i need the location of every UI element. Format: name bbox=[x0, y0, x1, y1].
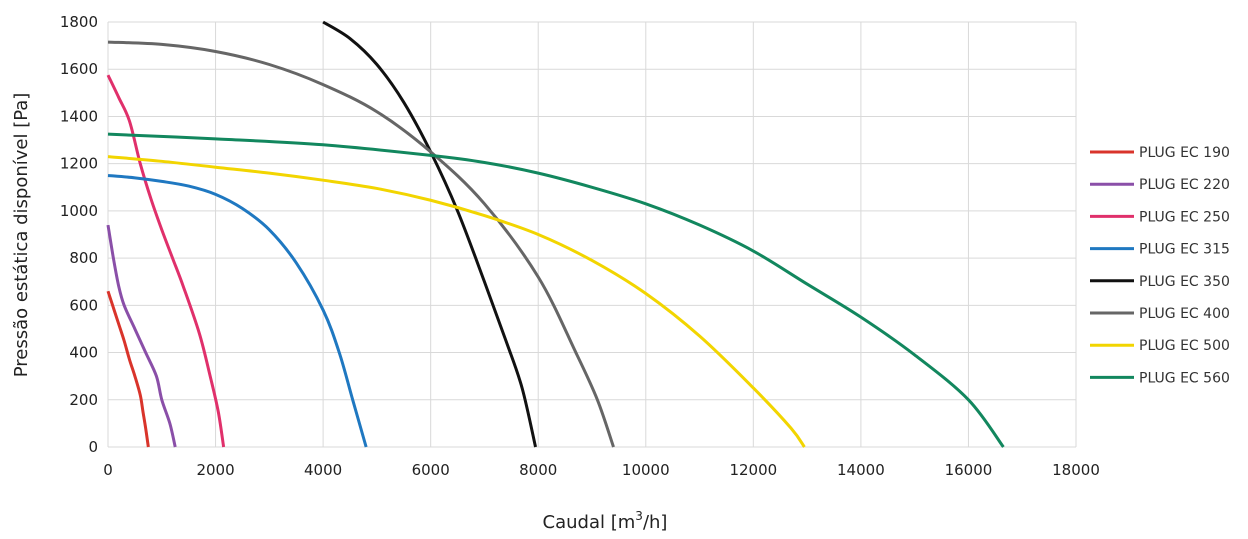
series-line-plug-ec-500 bbox=[107, 155, 806, 448]
x-tick-label: 14000 bbox=[837, 461, 885, 479]
legend: PLUG EC 190 PLUG EC 220 PLUG EC 250 PLUG EC… bbox=[1090, 145, 1230, 386]
x-axis-label-tail: /h] bbox=[643, 512, 668, 533]
series-line-plug-ec-560 bbox=[107, 132, 1005, 448]
y-tick-label: 0 bbox=[88, 438, 98, 456]
x-tick-label: 8000 bbox=[519, 461, 557, 479]
x-tick-label: 10000 bbox=[622, 461, 670, 479]
y-tick-label: 1000 bbox=[60, 202, 98, 220]
y-tick-label: 800 bbox=[69, 249, 98, 267]
x-tick-label: 16000 bbox=[945, 461, 993, 479]
grid bbox=[107, 21, 1077, 448]
y-axis-label: Pressão estática disponível [Pa] bbox=[11, 93, 32, 378]
legend-entry: PLUG EC 500 bbox=[1139, 338, 1230, 354]
x-tick-label: 4000 bbox=[304, 461, 342, 479]
series-line-plug-ec-350 bbox=[322, 20, 537, 448]
y-tick-label: 1600 bbox=[60, 60, 98, 78]
series-line-plug-ec-250 bbox=[106, 74, 226, 448]
x-axis-label-main: Caudal [m bbox=[543, 512, 636, 533]
legend-entry: PLUG EC 350 bbox=[1139, 274, 1230, 290]
x-axis-label: Caudal [m3/h] bbox=[543, 509, 668, 533]
legend-entry: PLUG EC 190 bbox=[1139, 145, 1230, 161]
x-tick-label: 12000 bbox=[729, 461, 777, 479]
y-tick-label: 1400 bbox=[60, 107, 98, 125]
y-tick-label: 600 bbox=[69, 296, 98, 314]
series-line-plug-ec-400 bbox=[107, 40, 615, 448]
x-tick-label: 0 bbox=[103, 461, 113, 479]
x-tick-label: 6000 bbox=[412, 461, 450, 479]
x-axis-label-sup: 3 bbox=[635, 509, 643, 523]
y-tick-label: 1200 bbox=[60, 155, 98, 173]
legend-entry: PLUG EC 315 bbox=[1139, 242, 1230, 258]
y-tick-label: 400 bbox=[69, 344, 98, 362]
legend-entry: PLUG EC 250 bbox=[1139, 209, 1230, 225]
legend-entry: PLUG EC 560 bbox=[1139, 370, 1230, 386]
x-tick-label: 18000 bbox=[1052, 461, 1100, 479]
series-lines bbox=[106, 20, 1005, 448]
series-line-plug-ec-190 bbox=[106, 290, 150, 448]
legend-entry: PLUG EC 220 bbox=[1139, 177, 1230, 193]
series-line-plug-ec-315 bbox=[107, 173, 368, 448]
y-tick-label: 200 bbox=[69, 391, 98, 409]
legend-entry: PLUG EC 400 bbox=[1139, 306, 1230, 322]
x-tick-label: 2000 bbox=[196, 461, 234, 479]
series-line-plug-ec-220 bbox=[106, 224, 177, 448]
y-tick-label: 1800 bbox=[60, 13, 98, 31]
